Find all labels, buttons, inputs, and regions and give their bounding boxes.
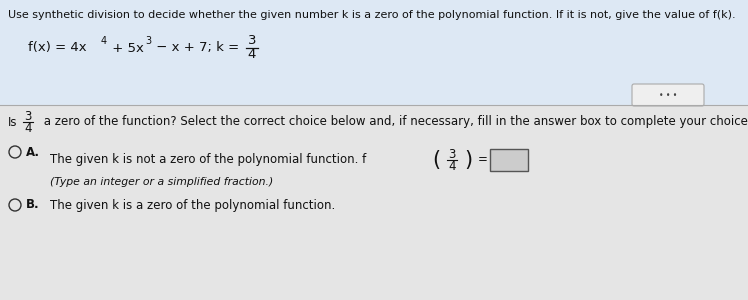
- Text: (Type an integer or a simplified fraction.): (Type an integer or a simplified fractio…: [50, 177, 273, 187]
- Text: 3: 3: [25, 110, 31, 122]
- Text: Use synthetic division to decide whether the given number k is a zero of the pol: Use synthetic division to decide whether…: [8, 10, 735, 20]
- Text: 4: 4: [248, 49, 256, 62]
- FancyBboxPatch shape: [0, 0, 748, 105]
- Text: Is: Is: [8, 116, 17, 128]
- Text: • • •: • • •: [659, 91, 677, 100]
- Text: The given k is not a zero of the polynomial function. f: The given k is not a zero of the polynom…: [50, 154, 367, 166]
- FancyBboxPatch shape: [632, 84, 704, 106]
- Text: B.: B.: [26, 199, 40, 212]
- Text: f(x) = 4x: f(x) = 4x: [28, 41, 87, 55]
- Text: 4: 4: [101, 36, 107, 46]
- Text: 3: 3: [145, 36, 151, 46]
- Text: 4: 4: [448, 160, 456, 172]
- Text: + 5x: + 5x: [108, 41, 144, 55]
- Text: ): ): [464, 150, 472, 170]
- Text: 3: 3: [448, 148, 456, 160]
- Text: The given k is a zero of the polynomial function.: The given k is a zero of the polynomial …: [50, 199, 335, 212]
- Text: (: (: [432, 150, 440, 170]
- FancyBboxPatch shape: [490, 149, 528, 171]
- Text: =: =: [478, 154, 488, 166]
- Text: A.: A.: [26, 146, 40, 158]
- Text: 4: 4: [24, 122, 31, 134]
- FancyBboxPatch shape: [0, 105, 748, 300]
- Text: a zero of the function? Select the correct choice below and, if necessary, fill : a zero of the function? Select the corre…: [40, 116, 748, 128]
- Text: 3: 3: [248, 34, 257, 47]
- Text: − x + 7; k =: − x + 7; k =: [152, 41, 239, 55]
